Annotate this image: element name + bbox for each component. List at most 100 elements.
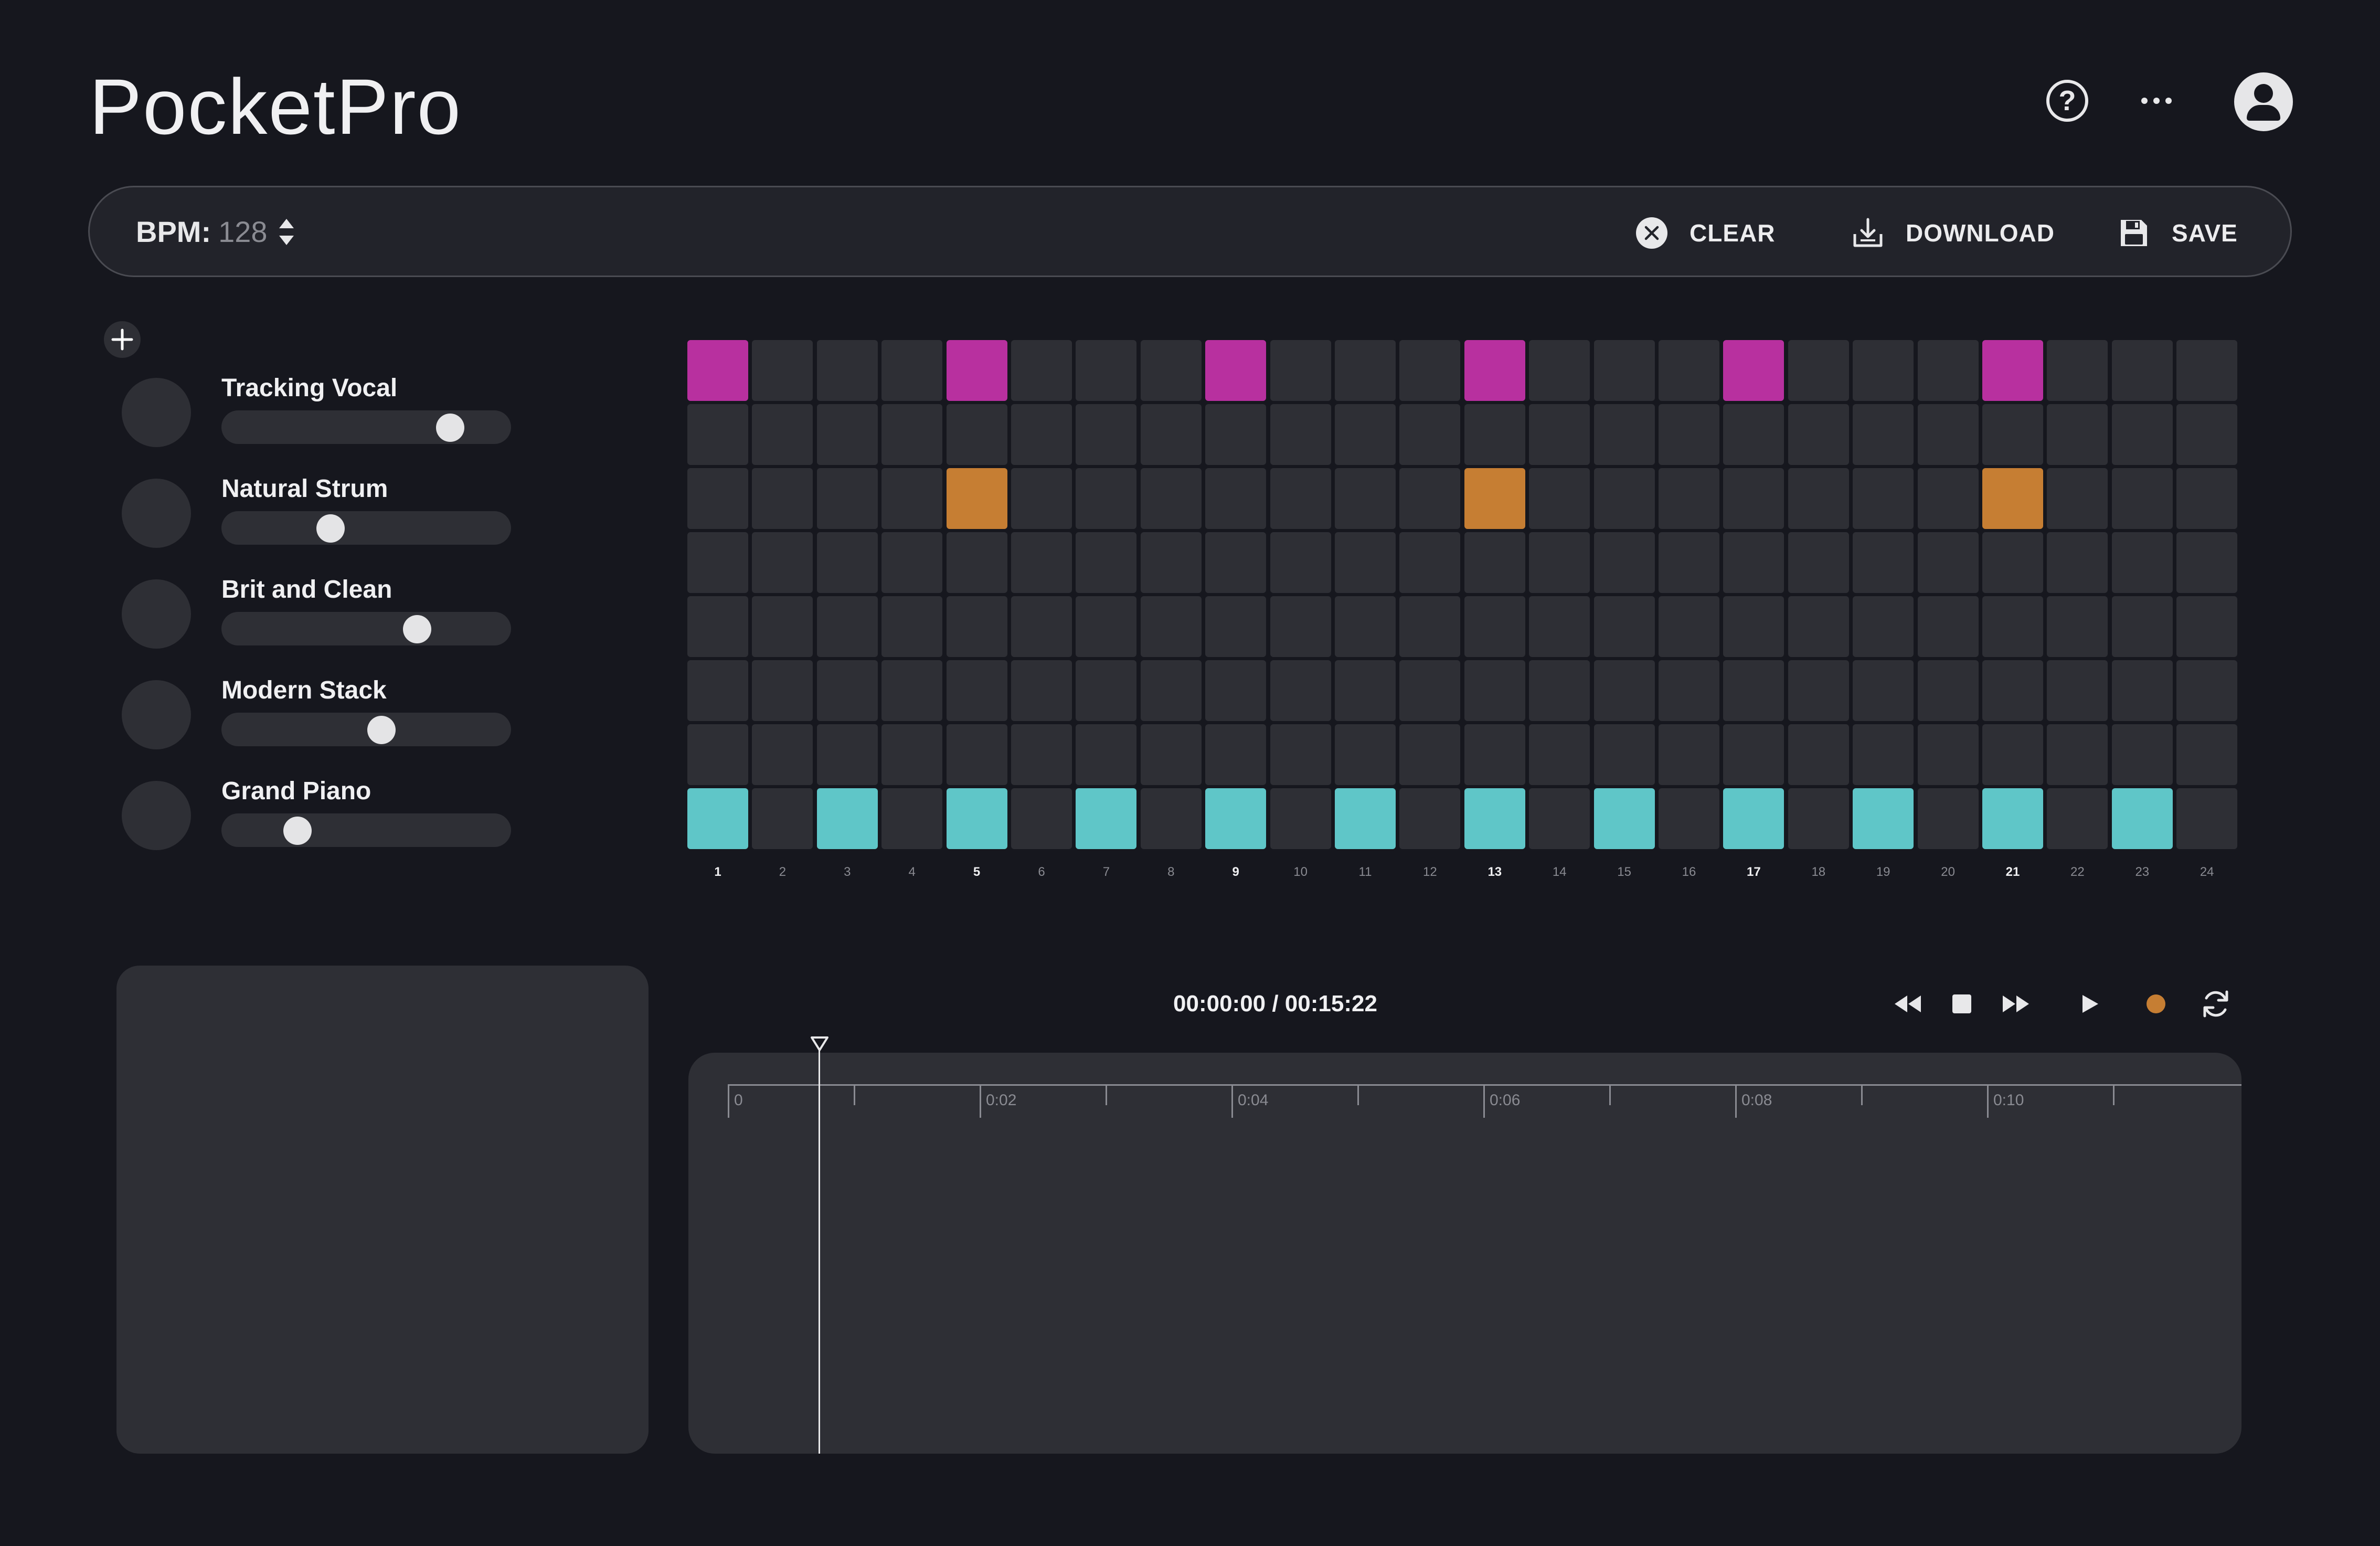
sequencer-step-cell[interactable] [1011, 532, 1072, 593]
sequencer-step-cell[interactable] [1853, 340, 1914, 401]
sequencer-step-cell[interactable] [1723, 788, 1784, 849]
sequencer-step-cell[interactable] [2176, 404, 2238, 465]
sequencer-step-cell[interactable] [2176, 596, 2238, 657]
sequencer-step-cell[interactable] [1140, 340, 1202, 401]
sequencer-step-cell[interactable] [881, 340, 943, 401]
sequencer-step-cell[interactable] [1205, 660, 1267, 721]
sequencer-step-cell[interactable] [1593, 660, 1655, 721]
sequencer-step-cell[interactable] [1659, 340, 1719, 401]
sequencer-step-cell[interactable] [752, 724, 813, 785]
sequencer-step-cell[interactable] [1529, 404, 1590, 465]
sequencer-step-cell[interactable] [1853, 660, 1914, 721]
sequencer-step-cell[interactable] [1853, 788, 1914, 849]
save-button[interactable]: SAVE [2118, 215, 2238, 251]
sequencer-step-cell[interactable] [1140, 788, 1202, 849]
track-knob[interactable] [122, 479, 191, 548]
sequencer-step-cell[interactable] [2111, 660, 2173, 721]
play-icon[interactable] [2071, 986, 2108, 1022]
sequencer-step-cell[interactable] [1593, 596, 1655, 657]
sequencer-step-cell[interactable] [1982, 724, 2043, 785]
sequencer-step-cell[interactable] [687, 724, 748, 785]
sequencer-step-cell[interactable] [1917, 468, 1979, 529]
slider-thumb[interactable] [283, 817, 312, 845]
sequencer-step-cell[interactable] [1593, 404, 1655, 465]
sequencer-step-cell[interactable] [687, 596, 748, 657]
sequencer-step-cell[interactable] [1593, 468, 1655, 529]
sequencer-step-cell[interactable] [1982, 404, 2043, 465]
sequencer-step-cell[interactable] [1076, 788, 1137, 849]
fast-forward-icon[interactable] [1998, 986, 2035, 1022]
sequencer-step-cell[interactable] [816, 340, 878, 401]
sequencer-step-cell[interactable] [1205, 724, 1267, 785]
sequencer-step-cell[interactable] [1788, 532, 1849, 593]
sequencer-step-cell[interactable] [1399, 404, 1461, 465]
sequencer-step-cell[interactable] [1270, 404, 1331, 465]
sequencer-step-cell[interactable] [2047, 724, 2108, 785]
sequencer-step-cell[interactable] [1140, 660, 1202, 721]
track-volume-slider[interactable] [221, 511, 511, 545]
sequencer-step-cell[interactable] [752, 532, 813, 593]
sequencer-step-cell[interactable] [1982, 788, 2043, 849]
timeline[interactable]: 0 0:02 0:04 0:06 0:08 0:10 [688, 1053, 2241, 1454]
more-icon[interactable] [2135, 80, 2177, 122]
sequencer-step-cell[interactable] [1593, 724, 1655, 785]
sequencer-step-cell[interactable] [752, 404, 813, 465]
sequencer-step-cell[interactable] [1205, 788, 1267, 849]
sequencer-step-cell[interactable] [2111, 596, 2173, 657]
sequencer-step-cell[interactable] [1593, 788, 1655, 849]
sequencer-step-cell[interactable] [1917, 404, 1979, 465]
track-volume-slider[interactable] [221, 410, 511, 444]
sequencer-step-cell[interactable] [1982, 660, 2043, 721]
sequencer-step-cell[interactable] [1788, 596, 1849, 657]
sequencer-step-cell[interactable] [1335, 340, 1396, 401]
sequencer-step-cell[interactable] [816, 788, 878, 849]
track-knob[interactable] [122, 680, 191, 749]
sequencer-step-cell[interactable] [1205, 596, 1267, 657]
sequencer-step-cell[interactable] [1335, 468, 1396, 529]
sequencer-step-cell[interactable] [1853, 724, 1914, 785]
sequencer-step-cell[interactable] [1011, 788, 1072, 849]
sequencer-step-cell[interactable] [1399, 724, 1461, 785]
sequencer-step-cell[interactable] [1593, 532, 1655, 593]
slider-thumb[interactable] [367, 716, 396, 744]
sequencer-step-cell[interactable] [2111, 532, 2173, 593]
sequencer-step-cell[interactable] [816, 596, 878, 657]
sequencer-step-cell[interactable] [2047, 468, 2108, 529]
sequencer-step-cell[interactable] [1076, 660, 1137, 721]
sequencer-step-cell[interactable] [1205, 468, 1267, 529]
sequencer-step-cell[interactable] [687, 404, 748, 465]
sequencer-step-cell[interactable] [1788, 468, 1849, 529]
sequencer-step-cell[interactable] [1140, 404, 1202, 465]
sequencer-step-cell[interactable] [881, 596, 943, 657]
sequencer-step-cell[interactable] [1011, 660, 1072, 721]
sequencer-step-cell[interactable] [1011, 596, 1072, 657]
sequencer-step-cell[interactable] [946, 340, 1007, 401]
sequencer-step-cell[interactable] [1270, 660, 1331, 721]
stop-icon[interactable] [1943, 986, 1980, 1022]
playhead-line[interactable] [818, 1050, 820, 1454]
add-track-button[interactable] [104, 321, 141, 358]
sequencer-step-cell[interactable] [1076, 532, 1137, 593]
sequencer-step-cell[interactable] [1917, 596, 1979, 657]
sequencer-step-cell[interactable] [1723, 404, 1784, 465]
sequencer-step-cell[interactable] [1011, 724, 1072, 785]
sequencer-step-cell[interactable] [816, 532, 878, 593]
sequencer-step-cell[interactable] [946, 468, 1007, 529]
sequencer-step-cell[interactable] [1076, 340, 1137, 401]
sequencer-step-cell[interactable] [1464, 724, 1525, 785]
sequencer-step-cell[interactable] [1464, 340, 1525, 401]
sequencer-step-cell[interactable] [1270, 596, 1331, 657]
sequencer-step-cell[interactable] [816, 468, 878, 529]
bpm-stepper-icon[interactable] [279, 218, 294, 245]
sequencer-step-cell[interactable] [2176, 468, 2238, 529]
sequencer-step-cell[interactable] [687, 660, 748, 721]
sequencer-step-cell[interactable] [946, 596, 1007, 657]
sequencer-step-cell[interactable] [1464, 468, 1525, 529]
sequencer-step-cell[interactable] [1464, 660, 1525, 721]
sequencer-step-cell[interactable] [1982, 532, 2043, 593]
sequencer-step-cell[interactable] [1335, 788, 1396, 849]
sequencer-step-cell[interactable] [1011, 468, 1072, 529]
sequencer-step-cell[interactable] [1205, 340, 1267, 401]
slider-thumb[interactable] [436, 414, 465, 442]
sequencer-step-cell[interactable] [1982, 596, 2043, 657]
